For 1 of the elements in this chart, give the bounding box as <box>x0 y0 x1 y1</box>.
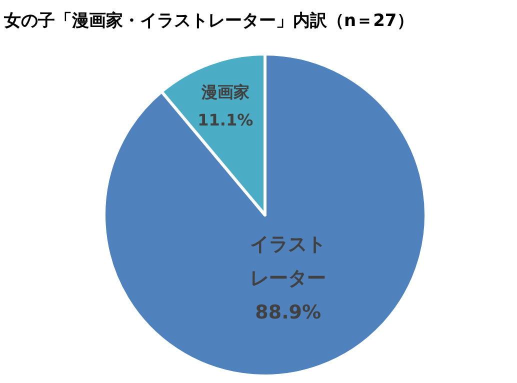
chart-title: 女の子「漫画家・イラストレーター」内訳（n＝27） <box>3 11 414 31</box>
